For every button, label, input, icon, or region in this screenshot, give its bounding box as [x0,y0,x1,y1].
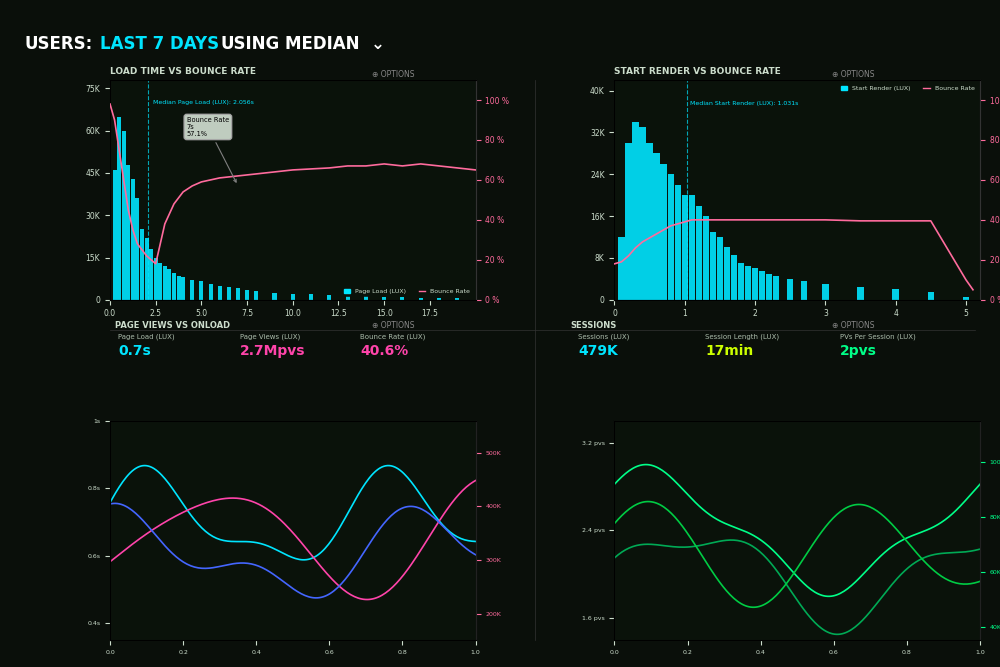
Bar [236,289,240,299]
Text: 479K: 479K [578,344,618,358]
Bar [653,153,660,299]
Text: ⊕ OPTIONS: ⊕ OPTIONS [372,70,415,79]
Bar [177,276,181,299]
Bar [163,266,167,299]
Bar [717,237,723,299]
Text: ⊕ OPTIONS: ⊕ OPTIONS [372,321,415,330]
Bar [209,284,213,299]
Bar [113,170,117,299]
Bar [419,297,423,299]
Bar [639,127,646,299]
Bar [766,273,772,299]
Bar [646,143,653,299]
Bar [154,257,158,299]
Text: 0.7s: 0.7s [118,344,151,358]
Bar [745,265,751,299]
Text: PVs Per Session (LUX): PVs Per Session (LUX) [840,334,916,340]
Bar [149,249,153,299]
Bar [689,195,695,299]
Text: Median Start Render (LUX): 1.031s: Median Start Render (LUX): 1.031s [690,101,799,106]
Text: LOAD TIME VS BOUNCE RATE: LOAD TIME VS BOUNCE RATE [110,67,256,77]
Bar [254,291,258,299]
Text: Sessions (LUX): Sessions (LUX) [578,334,629,340]
Bar [928,292,934,299]
Bar [759,271,765,299]
Bar [309,294,313,299]
Text: Bounce Rate
7s
57.1%: Bounce Rate 7s 57.1% [187,117,236,182]
Bar [135,198,139,299]
Bar [455,298,459,299]
Bar [892,289,899,299]
Text: Bounce Rate (LUX): Bounce Rate (LUX) [360,334,425,340]
Bar [801,281,807,299]
Bar [364,296,368,299]
Bar [126,165,130,299]
Text: START RENDER VS BOUNCE RATE: START RENDER VS BOUNCE RATE [614,67,781,77]
Bar [145,238,149,299]
Legend: Start Render (LUX), Bounce Rate: Start Render (LUX), Bounce Rate [839,83,977,93]
Bar [346,295,350,299]
Bar [857,287,864,299]
Text: ⊕ OPTIONS: ⊕ OPTIONS [832,70,875,79]
Text: 17min: 17min [705,344,753,358]
Bar [131,179,135,299]
Bar [218,285,222,299]
Bar [632,122,639,299]
Legend: Page Load (LUX), Bounce Rate: Page Load (LUX), Bounce Rate [342,286,472,297]
Text: LAST 7 DAYS: LAST 7 DAYS [100,35,219,53]
Text: Session Length (LUX): Session Length (LUX) [705,334,779,340]
Bar [140,229,144,299]
Bar [400,297,404,299]
Bar [710,231,716,299]
Bar [787,279,793,299]
Text: SESSIONS: SESSIONS [570,321,616,330]
Bar [167,269,171,299]
Bar [190,280,194,299]
Bar [291,293,295,299]
Bar [327,295,331,299]
Bar [696,205,702,299]
Text: Median Page Load (LUX): 2.056s: Median Page Load (LUX): 2.056s [153,100,254,105]
Bar [199,281,203,299]
Text: Page Views (LUX): Page Views (LUX) [240,334,300,340]
Bar [822,284,829,299]
Bar [382,297,386,299]
Bar [668,174,674,299]
Bar [963,297,969,299]
Bar [227,287,231,299]
Text: ⊕ OPTIONS: ⊕ OPTIONS [832,321,875,330]
Text: USING: USING [220,35,279,53]
Bar [437,297,441,299]
Bar [625,143,632,299]
Text: 2.7Mpvs: 2.7Mpvs [240,344,306,358]
Text: Page Load (LUX): Page Load (LUX) [118,334,175,340]
Bar [172,273,176,299]
Bar [738,263,744,299]
Bar [618,237,625,299]
Bar [724,247,730,299]
Bar [703,216,709,299]
Bar [245,290,249,299]
Text: PAGE VIEWS VS ONLOAD: PAGE VIEWS VS ONLOAD [115,321,230,330]
Bar [660,163,667,299]
Text: 2pvs: 2pvs [840,344,877,358]
Bar [158,263,162,299]
Bar [181,277,185,299]
Bar [752,268,758,299]
Text: USERS:: USERS: [25,35,93,53]
Bar [731,255,737,299]
Bar [773,276,779,299]
Text: 40.6%: 40.6% [360,344,408,358]
Bar [272,293,277,299]
Bar [675,185,681,299]
Text: MEDIAN  ⌄: MEDIAN ⌄ [285,35,385,53]
Bar [122,131,126,299]
Bar [682,195,688,299]
Bar [117,117,121,299]
